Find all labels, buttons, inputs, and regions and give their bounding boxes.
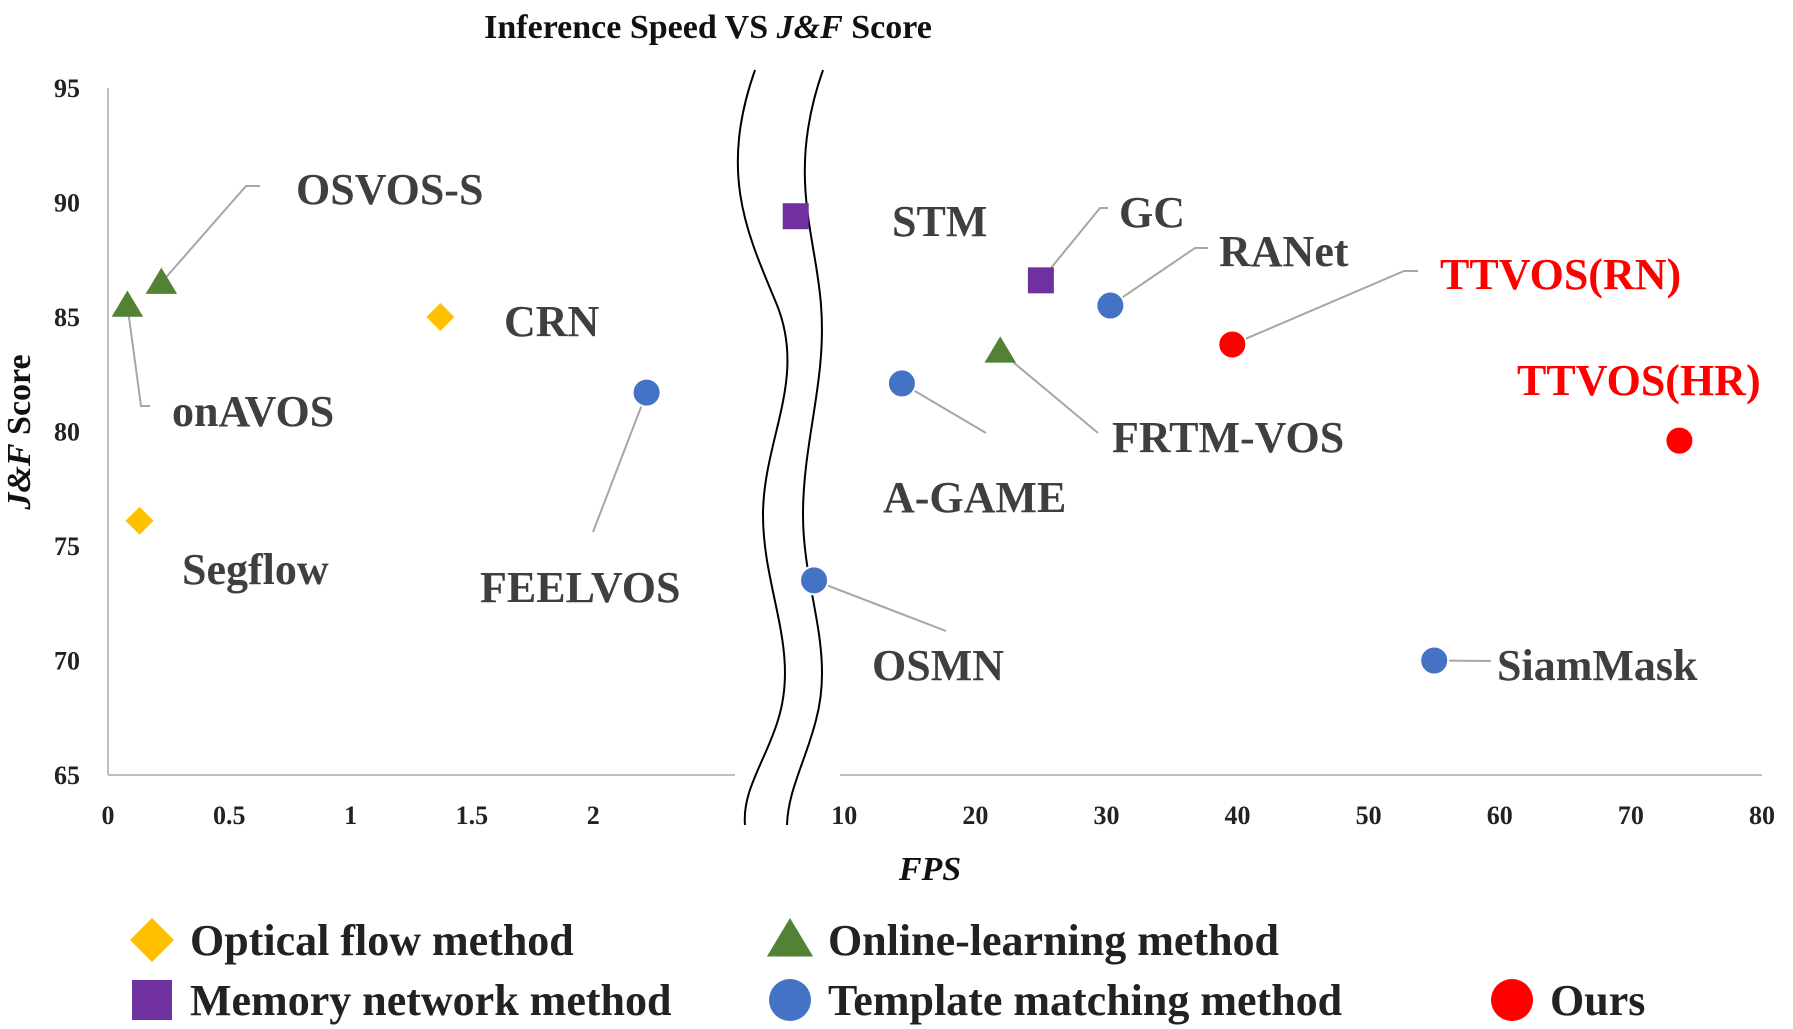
x-tick-label-left: 0.5 <box>213 801 246 830</box>
x-tick-label-left: 2 <box>587 801 600 830</box>
x-tick-label-right: 80 <box>1749 801 1775 830</box>
data-point-stm <box>782 203 809 230</box>
point-label: SiamMask <box>1497 641 1698 690</box>
data-point-osvos-s <box>145 267 178 294</box>
y-axis-title-part-2: Score <box>1 354 38 443</box>
legend-marker-memory <box>132 980 172 1020</box>
legend-label-online: Online-learning method <box>828 916 1279 965</box>
legend-marker-ours <box>1491 979 1533 1021</box>
x-axis-title: FPS <box>898 851 961 888</box>
point-label: RANet <box>1219 227 1349 276</box>
legend-label-template: Template matching method <box>828 976 1342 1025</box>
data-point-ttvos-hr- <box>1664 425 1695 456</box>
y-tick-label: 95 <box>54 74 80 103</box>
data-point-a-game <box>886 368 917 399</box>
legend-label-memory: Memory network method <box>190 976 671 1025</box>
data-point-onavos <box>111 290 144 317</box>
chart-title: Inference Speed VS J&F Score <box>484 9 932 46</box>
data-point-frtm-vos <box>984 336 1016 363</box>
leader-line <box>901 382 987 434</box>
leader-lines <box>126 185 1492 662</box>
leader-line <box>1231 270 1418 346</box>
point-label: A-GAME <box>883 473 1066 522</box>
x-tick-label-left: 0 <box>102 801 115 830</box>
y-tick-label: 65 <box>54 761 80 790</box>
legend-marker-online <box>766 918 814 957</box>
data-points <box>111 203 1695 676</box>
point-label: CRN <box>504 297 600 346</box>
x-tick-labels: 0 0.5 1 1.5 2 10 20 30 40 50 60 70 80 <box>102 801 1776 830</box>
data-point-feelvos <box>631 377 662 408</box>
point-label: onAVOS <box>172 387 334 436</box>
point-label: GC <box>1119 188 1185 237</box>
data-point-siammask <box>1419 645 1450 676</box>
y-axis-title: J&F Score <box>1 354 38 510</box>
leader-line <box>999 350 1099 434</box>
y-tick-label: 70 <box>54 647 80 676</box>
legend: Optical flow method Online-learning metho… <box>130 916 1645 1025</box>
y-tick-label: 75 <box>54 532 80 561</box>
x-tick-label-left: 1 <box>344 801 357 830</box>
leader-line <box>1040 207 1108 281</box>
y-tick-labels: 65 70 75 80 85 90 95 <box>54 74 80 790</box>
data-point-ttvos-rn- <box>1217 329 1248 360</box>
x-tick-label-left: 1.5 <box>456 801 489 830</box>
y-axis-title-part-1: J&F <box>1 443 38 510</box>
x-tick-label-right: 60 <box>1487 801 1513 830</box>
legend-label-optical: Optical flow method <box>190 916 574 965</box>
chart-title-part-1: Inference Speed VS <box>484 9 776 46</box>
legend-label-ours: Ours <box>1550 976 1645 1025</box>
data-point-osmn <box>799 565 830 596</box>
legend-marker-template <box>769 979 811 1021</box>
legend-marker-optical <box>130 918 174 962</box>
leader-line <box>160 185 260 284</box>
x-tick-label-right: 40 <box>1225 801 1251 830</box>
y-tick-label: 80 <box>54 418 80 447</box>
axis-break-right-wave <box>786 69 824 826</box>
leader-line <box>813 579 947 632</box>
x-tick-label-right: 50 <box>1356 801 1382 830</box>
point-label: TTVOS(HR) <box>1517 356 1761 405</box>
leader-line <box>126 305 150 407</box>
point-label: OSMN <box>872 641 1004 690</box>
x-tick-label-right: 70 <box>1618 801 1644 830</box>
point-labels: OSVOS-S onAVOS CRN Segflow FEELVOS STM GC RANet… <box>172 165 1761 690</box>
data-point-ranet <box>1095 290 1126 321</box>
chart-title-part-3: Score <box>843 9 932 46</box>
point-label: Segflow <box>182 545 329 594</box>
x-tick-label-right: 10 <box>831 801 857 830</box>
leader-line <box>592 392 648 533</box>
data-point-crn <box>426 303 455 331</box>
chart-title-part-2: J&F <box>776 9 843 46</box>
data-point-gc <box>1027 267 1054 294</box>
x-tick-label-right: 30 <box>1093 801 1119 830</box>
x-tick-label-right: 20 <box>962 801 988 830</box>
data-point-segflow <box>125 506 154 535</box>
y-tick-label: 90 <box>54 189 80 218</box>
axis-break-left-wave <box>736 69 789 826</box>
point-label: TTVOS(RN) <box>1440 250 1681 299</box>
leader-line <box>1109 247 1208 307</box>
point-label: FRTM-VOS <box>1112 413 1344 462</box>
point-label: OSVOS-S <box>296 165 483 214</box>
point-label: FEELVOS <box>480 563 680 612</box>
y-tick-label: 85 <box>54 303 80 332</box>
point-label: STM <box>892 197 987 246</box>
